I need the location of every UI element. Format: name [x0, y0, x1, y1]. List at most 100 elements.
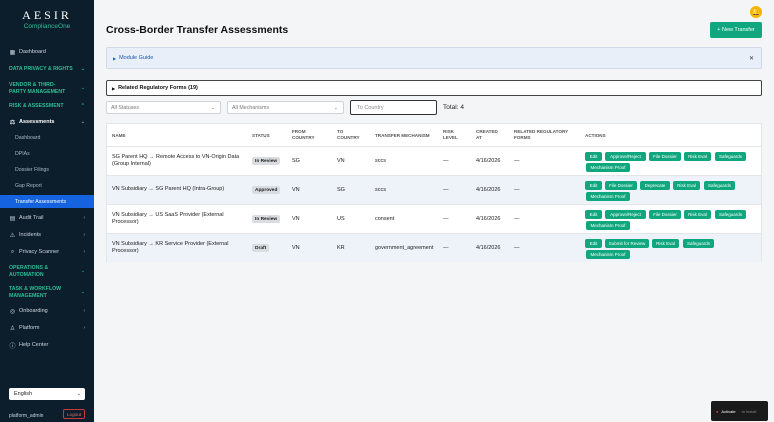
submit-for-review-button[interactable]: Submit for Review [605, 239, 649, 248]
edit-button[interactable]: Edit [585, 181, 602, 190]
col-header-created-line1: CREATED [476, 129, 498, 134]
mechanism-filter-select[interactable]: All Mechanisms ⌄ [227, 101, 344, 114]
section-risk-label: RISK & ASSESSMENT [9, 103, 64, 109]
sub-item-dashboard[interactable]: Dashboard [15, 134, 41, 141]
row-created-at: 4/16/2026 [476, 245, 501, 251]
onboarding-icon: ◎ [9, 308, 16, 315]
nav-platform[interactable]: ♙ Platform › [0, 321, 94, 335]
mechanism-filter-value: All Mechanisms [232, 104, 270, 111]
section-data-privacy[interactable]: DATA PRIVACY & RIGHTS ⌄ [0, 66, 94, 73]
nav-incidents-label: Incidents [19, 232, 42, 238]
col-header-name: NAME [112, 133, 126, 138]
chevron-down-icon: ⌄ [210, 104, 215, 111]
chevron-right-icon: › [83, 232, 85, 238]
file-dossier-button[interactable]: File Dossier [605, 181, 637, 190]
notification-bell-icon[interactable]: 🔔 [750, 6, 762, 18]
file-dossier-button[interactable]: File Dossier [649, 210, 681, 219]
chevron-down-icon: ⌄ [333, 104, 338, 111]
related-forms-toggle[interactable]: ▶ Related Regulatory Forms (19) [106, 80, 762, 96]
col-header-actions: ACTIONS [585, 133, 606, 138]
close-icon[interactable]: ✕ [748, 55, 754, 62]
chevron-down-icon: ⌄ [80, 85, 85, 91]
chevron-up-icon: ⌃ [80, 103, 85, 109]
section-risk[interactable]: RISK & ASSESSMENT ⌃ [0, 103, 94, 110]
nav-audit-trail-label: Audit Trail [19, 215, 44, 221]
to-country-input[interactable]: To Country [350, 100, 437, 115]
sub-item-dpias[interactable]: DPIAs [15, 150, 30, 157]
status-filter-select[interactable]: All Statuses ⌄ [106, 101, 221, 114]
risk-eval-button[interactable]: Risk Eval [684, 210, 711, 219]
risk-eval-button[interactable]: Risk Eval [652, 239, 679, 248]
activation-toast[interactable]: ● Activate to install [711, 401, 768, 421]
brand-name: AESIR [22, 8, 72, 22]
deprecate-button[interactable]: Deprecate [640, 181, 670, 190]
chevron-right-icon: › [83, 325, 85, 331]
col-header-from-line1: FROM [292, 129, 306, 134]
edit-button[interactable]: Edit [585, 239, 602, 248]
section-operations[interactable]: OPERATIONS & AUTOMATION [0, 265, 80, 278]
brand-logo[interactable]: AESIR ComplianceOne [0, 8, 94, 30]
row-risk-level: — [443, 187, 449, 193]
safeguards-button[interactable]: Safeguards [715, 152, 746, 161]
mechanism-proof-button[interactable]: Mechanism Proof [586, 221, 630, 230]
row-risk-level: — [443, 158, 449, 164]
safeguards-button[interactable]: Safeguards [715, 210, 746, 219]
sub-item-gap-report[interactable]: Gap Report [15, 182, 42, 189]
total-count: Total: 4 [443, 104, 464, 111]
assessments-icon: ⚖ [9, 119, 16, 126]
mechanism-proof-button[interactable]: Mechanism Proof [586, 192, 630, 201]
file-dossier-button[interactable]: File Dossier [649, 152, 681, 161]
sub-item-dossier-filings[interactable]: Dossier Filings [15, 166, 50, 173]
table-row: VN Subsidiary → US SaaS Provider (Extern… [107, 204, 761, 233]
toast-primary: Activate [721, 408, 736, 414]
row-related-forms: — [514, 245, 520, 251]
chevron-right-icon: › [83, 249, 85, 255]
logout-button[interactable]: Logout [63, 409, 85, 419]
sub-item-transfer-assessments[interactable]: Transfer Assessments [0, 195, 94, 208]
nav-help-center[interactable]: ⓘ Help Center [0, 338, 94, 352]
row-name-line1: SG Parent HQ → Remote Access to VN-Origi… [112, 154, 240, 160]
table-row: SG Parent HQ → Remote Access to VN-Origi… [107, 146, 761, 175]
row-risk-level: — [443, 216, 449, 222]
module-guide-label: Module Guide [119, 55, 154, 61]
safeguards-button[interactable]: Safeguards [683, 239, 714, 248]
nav-audit-trail[interactable]: ▤ Audit Trail › [0, 211, 94, 225]
table-row: VN Subsidiary → SG Parent HQ (Intra-Grou… [107, 175, 761, 204]
row-from-country: SG [292, 158, 300, 164]
nav-incidents[interactable]: ⚠ Incidents › [0, 228, 94, 242]
row-from-country: VN [292, 245, 300, 251]
row-to-country: KR [337, 245, 345, 251]
risk-eval-button[interactable]: Risk Eval [684, 152, 711, 161]
dashboard-icon: ▦ [9, 49, 16, 56]
col-header-from: FROM COUNTRY [292, 129, 315, 141]
col-header-to: TO COUNTRY [337, 129, 360, 141]
row-name-line2: (Group Internal) [112, 161, 151, 167]
new-transfer-button[interactable]: + New Transfer [710, 22, 762, 38]
nav-dashboard-label: Dashboard [19, 49, 46, 55]
approve-reject-button[interactable]: Approve/Reject [605, 210, 646, 219]
nav-dashboard[interactable]: ▦ Dashboard [0, 45, 94, 59]
nav-onboarding[interactable]: ◎ Onboarding › [0, 304, 94, 318]
edit-button[interactable]: Edit [585, 152, 602, 161]
row-from-country: VN [292, 216, 300, 222]
section-vendor[interactable]: VENDOR & THIRD-PARTY MANAGEMENT [0, 82, 80, 95]
risk-eval-button[interactable]: Risk Eval [673, 181, 700, 190]
mechanism-proof-button[interactable]: Mechanism Proof [586, 163, 630, 172]
module-guide[interactable]: ▶ Module Guide ✕ [106, 47, 762, 69]
nav-privacy-scanner[interactable]: ⌕ Privacy Scanner › [0, 245, 94, 259]
row-related-forms: — [514, 187, 520, 193]
section-data-privacy-label: DATA PRIVACY & RIGHTS [9, 66, 73, 72]
row-mechanism: government_agreement [375, 245, 434, 251]
approve-reject-button[interactable]: Approve/Reject [605, 152, 646, 161]
safeguards-button[interactable]: Safeguards [704, 181, 735, 190]
row-mechanism: sccs [375, 187, 386, 193]
section-task[interactable]: TASK & WORKFLOW MANAGEMENT [0, 286, 80, 299]
col-header-from-line2: COUNTRY [292, 135, 315, 140]
col-header-forms: RELATED REGULATORY FORMS [514, 129, 568, 141]
mechanism-proof-button[interactable]: Mechanism Proof [586, 250, 630, 259]
row-related-forms: — [514, 216, 520, 222]
nav-assessments[interactable]: ⚖ Assessments ⌄ [0, 115, 94, 129]
language-select[interactable]: English ⌄ [9, 388, 85, 400]
username: platform_admin [9, 413, 44, 419]
edit-button[interactable]: Edit [585, 210, 602, 219]
